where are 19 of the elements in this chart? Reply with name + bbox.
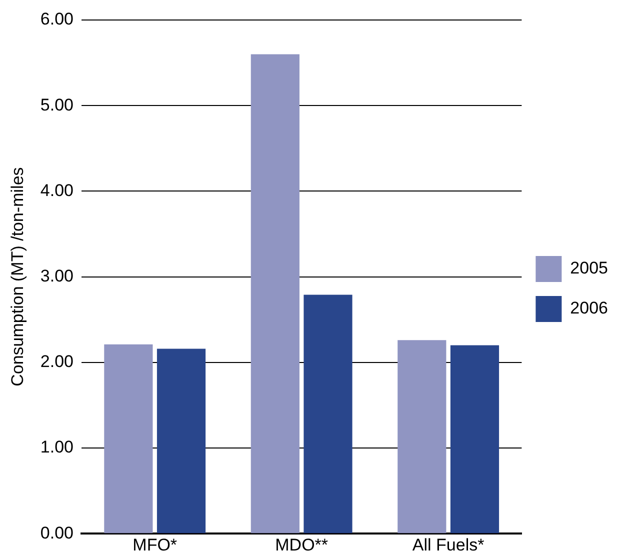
legend-label: 2005: [570, 258, 608, 278]
y-tick-label: 3.00: [40, 266, 74, 286]
y-axis-title: Consumption (MT) /ton-miles: [8, 167, 27, 386]
y-tick-label: 4.00: [40, 180, 74, 200]
bar: [250, 54, 300, 534]
bar: [156, 348, 206, 534]
bar: [398, 340, 446, 534]
y-tick-label: 2.00: [40, 352, 74, 372]
y-tick-label: 1.00: [40, 438, 74, 457]
y-tick-label: 0.00: [40, 523, 74, 542]
x-tick-label: All Fuels*: [412, 535, 485, 554]
x-tick-label: MDO**: [275, 535, 328, 554]
bar: [304, 294, 352, 534]
bar: [104, 344, 153, 534]
x-tick-label: MFO*: [132, 535, 178, 554]
bar: [450, 345, 500, 534]
legend-label: 2006: [570, 298, 608, 318]
y-tick-label: 6.00: [40, 10, 74, 29]
y-tick-label: 5.00: [40, 95, 74, 114]
